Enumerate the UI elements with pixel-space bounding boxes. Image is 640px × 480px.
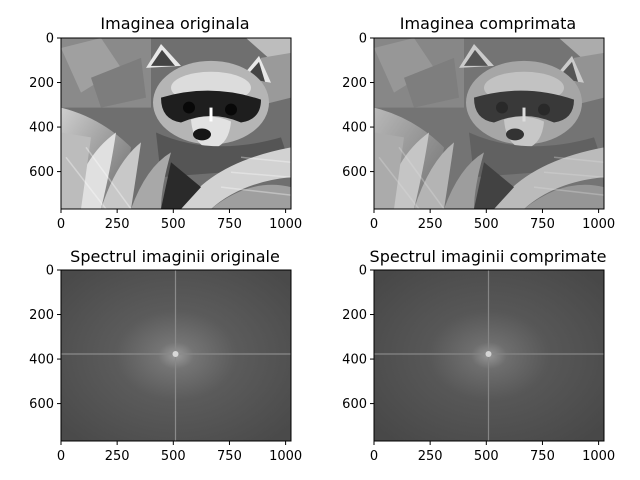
y-tick-label: 400 <box>29 121 54 136</box>
x-tick-label: 750 <box>530 449 555 464</box>
x-tick-label: 1000 <box>269 217 302 232</box>
y-tick-label: 600 <box>342 397 367 412</box>
x-tick-label: 0 <box>370 449 378 464</box>
y-tick-label: 400 <box>342 121 367 136</box>
y-tick-label: 600 <box>342 165 367 180</box>
subplot-title-compressed: Imaginea comprimata <box>400 14 576 33</box>
y-tick-label: 0 <box>46 264 54 279</box>
x-tick-label: 1000 <box>582 217 615 232</box>
x-tick-label: 250 <box>105 449 130 464</box>
x-tick-label: 0 <box>57 217 65 232</box>
image-compressed <box>374 38 604 209</box>
x-tick-label: 250 <box>105 217 130 232</box>
x-tick-label: 1000 <box>269 449 302 464</box>
x-tick-label: 1000 <box>582 449 615 464</box>
x-tick-label: 500 <box>474 449 499 464</box>
y-tick-label: 200 <box>29 308 54 323</box>
y-tick-label: 600 <box>29 165 54 180</box>
x-tick-label: 250 <box>418 449 443 464</box>
y-tick-label: 400 <box>29 353 54 368</box>
subplot-title-spectrum-compressed: Spectrul imaginii comprimate <box>370 247 607 266</box>
x-tick-label: 0 <box>370 217 378 232</box>
x-tick-label: 250 <box>418 217 443 232</box>
x-tick-label: 500 <box>474 217 499 232</box>
y-tick-label: 200 <box>342 76 367 91</box>
y-tick-label: 200 <box>29 76 54 91</box>
image-original <box>61 38 291 209</box>
y-tick-label: 200 <box>342 308 367 323</box>
x-tick-label: 750 <box>217 449 242 464</box>
y-tick-label: 600 <box>29 397 54 412</box>
image-spectrum-original <box>61 270 291 441</box>
subplot-title-original: Imaginea originala <box>100 14 249 33</box>
y-tick-label: 0 <box>359 264 367 279</box>
x-tick-label: 750 <box>217 217 242 232</box>
x-tick-label: 0 <box>57 449 65 464</box>
x-tick-label: 750 <box>530 217 555 232</box>
y-tick-label: 400 <box>342 353 367 368</box>
y-tick-label: 0 <box>359 32 367 47</box>
x-tick-label: 500 <box>161 217 186 232</box>
subplot-title-spectrum-original: Spectrul imaginii originale <box>70 247 280 266</box>
image-spectrum-compressed <box>374 270 604 441</box>
x-tick-label: 500 <box>161 449 186 464</box>
y-tick-label: 0 <box>46 32 54 47</box>
